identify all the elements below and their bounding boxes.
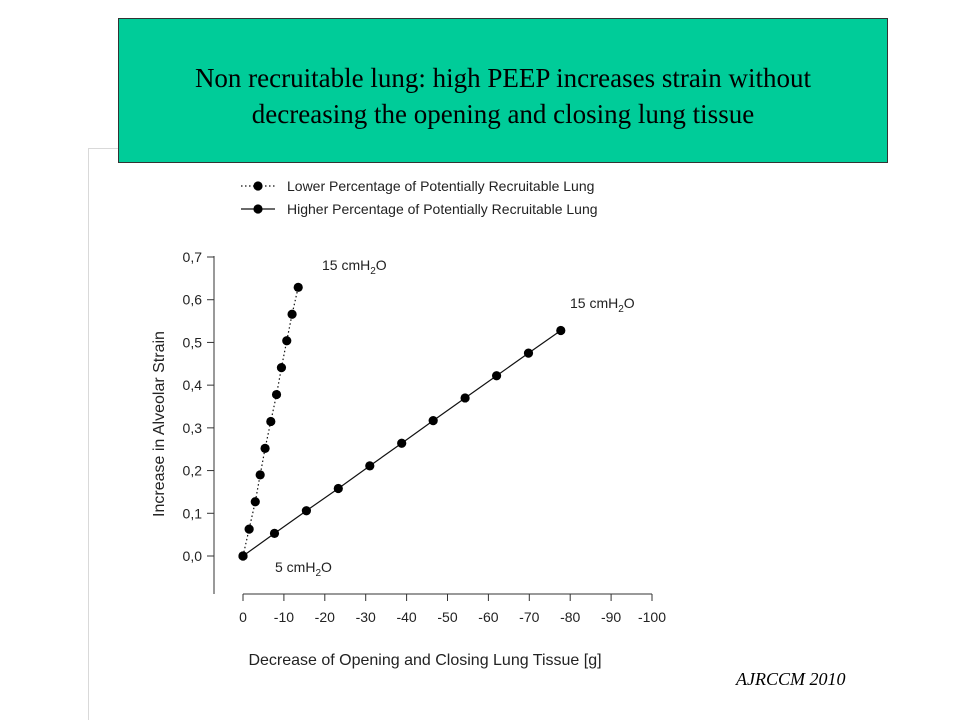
data-point-series-2 xyxy=(428,415,438,426)
data-point-series-1 xyxy=(282,336,292,346)
x-tick-label: -40 xyxy=(396,609,416,625)
data-point-series-2 xyxy=(491,371,502,381)
data-point-series-2 xyxy=(523,348,534,358)
data-point-series-1 xyxy=(276,363,287,373)
data-point-series-2 xyxy=(269,528,280,538)
legend-marker-1 xyxy=(253,181,263,191)
slide-title: Non recruitable lung: high PEEP increase… xyxy=(195,60,811,132)
chart-series xyxy=(238,282,566,561)
x-tick-label: -30 xyxy=(356,609,376,625)
data-point-series-1 xyxy=(260,443,270,453)
y-tick-label: 0,2 xyxy=(183,463,203,479)
slide-title-box: Non recruitable lung: high PEEP increase… xyxy=(118,18,888,163)
x-tick-label: -70 xyxy=(519,609,539,625)
legend-marker-2 xyxy=(253,204,263,214)
data-point-series-1 xyxy=(293,282,303,292)
x-tick-label: -20 xyxy=(315,609,335,625)
x-tick-label: -90 xyxy=(601,609,621,625)
data-point-series-2 xyxy=(365,461,375,471)
y-tick-label: 0,5 xyxy=(183,334,203,350)
chart-legend: Lower Percentage of Potentially Recruita… xyxy=(241,178,598,217)
slide-frame-line-top xyxy=(88,148,118,149)
data-point-series-1 xyxy=(244,524,254,534)
data-point-series-2 xyxy=(397,438,407,448)
data-point-series-2 xyxy=(301,506,311,516)
data-point-series-1 xyxy=(266,416,276,427)
slide-title-line-1: Non recruitable lung: high PEEP increase… xyxy=(194,62,812,93)
x-tick-label: -60 xyxy=(478,609,498,625)
slide-frame-line xyxy=(88,148,89,720)
y-tick-label: 0,1 xyxy=(183,505,203,521)
y-tick-label: 0,0 xyxy=(183,548,203,564)
data-point-series-1 xyxy=(271,389,282,400)
chart-annotations: 15 cmH2O 15 cmH2O 5 cmH2O xyxy=(275,257,635,579)
data-point-series-2 xyxy=(238,551,248,561)
data-point-series-1 xyxy=(287,309,297,319)
x-tick-label: -80 xyxy=(560,609,580,625)
y-tick-label: 0,3 xyxy=(183,420,203,436)
annotation-label-2: 15 cmH2O xyxy=(570,295,635,315)
chart-axes: Decrease of Opening and Closing Lung Tis… xyxy=(151,249,666,669)
y-tick-label: 0,7 xyxy=(183,249,203,265)
annotation-label-3: 5 cmH2O xyxy=(275,559,332,579)
annotation-label-1: 15 cmH2O xyxy=(322,257,387,277)
legend-label-1: Lower Percentage of Potentially Recruita… xyxy=(287,178,594,194)
x-tick-label: 0 xyxy=(239,609,247,625)
y-tick-label: 0,6 xyxy=(183,292,203,308)
slide-title-line-2: decreasing the opening and closing lung … xyxy=(251,98,755,129)
data-point-series-1 xyxy=(250,497,260,507)
legend-label-2: Higher Percentage of Potentially Recruit… xyxy=(287,201,598,217)
data-point-series-2 xyxy=(333,483,343,494)
data-point-series-2 xyxy=(460,393,470,403)
y-axis-label: Increase in Alveolar Strain xyxy=(151,331,168,517)
x-tick-label: -50 xyxy=(437,609,457,625)
data-point-series-1 xyxy=(255,470,265,480)
citation: AJRCCM 2010 xyxy=(736,669,846,689)
x-axis-label: Decrease of Opening and Closing Lung Tis… xyxy=(248,652,601,669)
data-point-series-2 xyxy=(556,325,566,336)
y-tick-label: 0,4 xyxy=(183,377,203,393)
x-tick-label: -10 xyxy=(274,609,294,625)
x-tick-label: -100 xyxy=(638,609,666,625)
